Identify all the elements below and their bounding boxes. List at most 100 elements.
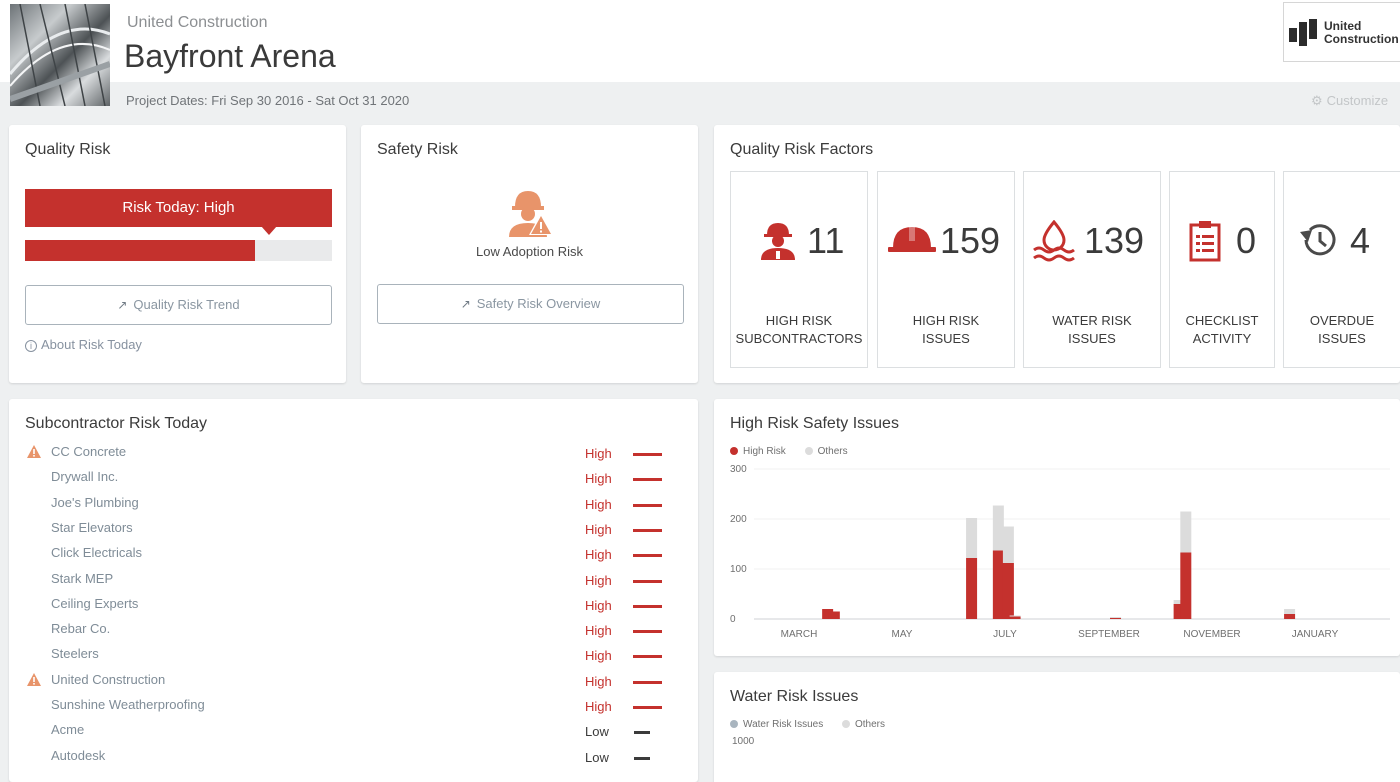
subcontractor-row[interactable]: Sunshine Weatherproofing High	[9, 697, 699, 722]
safety-risk-title: Safety Risk	[377, 141, 458, 158]
factor-value: 0	[1236, 220, 1257, 261]
bar-others[interactable]	[1173, 600, 1185, 604]
subcontractor-row[interactable]: Acme Low	[9, 722, 699, 747]
subcontractor-name: Acme	[51, 722, 85, 738]
subcontractor-name: Joe's Plumbing	[51, 494, 139, 510]
warning-icon	[27, 445, 41, 458]
quality-risk-factors-card: Quality Risk Factors 11 HIGH RISK SUBCON…	[714, 125, 1400, 383]
bar-high-risk[interactable]	[1180, 552, 1192, 620]
legend-dot	[730, 720, 738, 728]
legend-item-high-risk[interactable]: High Risk	[730, 446, 786, 457]
subcontractor-row[interactable]: Stark MEP High	[9, 571, 699, 596]
bar-high-risk[interactable]	[1009, 616, 1021, 620]
subcontractor-row[interactable]: Autodesk Low	[9, 748, 699, 773]
subcontractor-row[interactable]: Star Elevators High	[9, 520, 699, 545]
bar-high-risk[interactable]	[1173, 604, 1185, 619]
risk-level: High	[585, 623, 612, 639]
x-tick-label: MAY	[892, 629, 913, 640]
customize-button[interactable]: ⚙ Customize	[1307, 93, 1388, 109]
risk-level-indicator	[633, 680, 662, 684]
bar-high-risk[interactable]	[1284, 614, 1296, 619]
risk-level: High	[585, 547, 612, 563]
subcontractor-row[interactable]: Ceiling Experts High	[9, 596, 699, 621]
subcontractor-name: Click Electricals	[51, 545, 143, 561]
legend-item-water-risk[interactable]: Water Risk Issues	[730, 719, 823, 730]
bar-high-risk[interactable]	[828, 611, 840, 620]
risk-level-indicator	[633, 655, 662, 659]
bar-high-risk[interactable]	[1110, 618, 1122, 619]
subcontractor-row[interactable]: Joe's Plumbing High	[9, 495, 699, 520]
quality-risk-trend-button[interactable]: ↗ Quality Risk Trend	[25, 285, 332, 325]
subcontractor-row[interactable]: United Construction High	[9, 672, 699, 697]
factor-high-risk-subcontractors[interactable]: 11 HIGH RISK SUBCONTRACTORS	[730, 171, 868, 368]
risk-level: High	[585, 496, 612, 512]
legend-label: Others	[854, 719, 885, 730]
about-risk-today-label: About Risk Today	[41, 337, 142, 352]
subcontractor-name: Autodesk	[51, 747, 106, 763]
risk-level-indicator	[633, 453, 662, 456]
chart-legend: High Risk Others	[730, 446, 864, 457]
factor-label: WATER RISK ISSUES	[1052, 313, 1132, 346]
risk-level: High	[585, 521, 612, 537]
subcontractor-name: United Construction	[51, 671, 166, 687]
risk-level-indicator	[633, 579, 662, 583]
risk-level: High	[585, 597, 612, 613]
bar-others[interactable]	[1002, 526, 1014, 564]
risk-level-fill	[25, 240, 256, 261]
worker-icon	[761, 223, 795, 260]
bar-others[interactable]	[992, 505, 1004, 551]
factor-overdue-issues[interactable]: 4 OVERDUE ISSUES	[1283, 171, 1400, 368]
trend-icon: ↗	[460, 297, 471, 311]
factor-label: HIGH RISK ISSUES	[912, 313, 980, 346]
subcontractor-row[interactable]: Click Electricals High	[9, 545, 699, 570]
factor-checklist-activity[interactable]: 0 CHECKLIST ACTIVITY	[1169, 171, 1275, 368]
legend-item-others[interactable]: Others	[804, 446, 848, 457]
logo-text: United Construction	[1324, 19, 1399, 46]
y-tick-label: 300	[730, 464, 747, 475]
subcontractor-row[interactable]: Drywall Inc. High	[9, 469, 699, 494]
hardhat-icon	[888, 227, 936, 252]
legend-item-others[interactable]: Others	[841, 719, 885, 730]
subcontractor-risk-title: Subcontractor Risk Today	[25, 415, 208, 432]
subcontractor-name: CC Concrete	[51, 444, 127, 459]
bar-others[interactable]	[1180, 511, 1192, 553]
subcontractor-name: Drywall Inc.	[51, 469, 119, 485]
customize-label: Customize	[1326, 93, 1389, 108]
trend-icon: ↗	[117, 298, 128, 312]
gear-icon: ⚙	[1311, 93, 1323, 108]
risk-level: Low	[585, 749, 609, 765]
company-name: United Construction	[127, 14, 268, 31]
safety-risk-overview-button[interactable]: ↗ Safety Risk Overview	[377, 284, 684, 324]
subcontractor-name: Rebar Co.	[51, 621, 111, 637]
bar-others[interactable]	[1284, 609, 1296, 614]
bar-high-risk[interactable]	[822, 609, 834, 619]
quality-risk-card: Quality Risk Risk Today: High ↗ Quality R…	[9, 125, 346, 383]
subcontractor-name: Stark MEP	[51, 570, 114, 586]
risk-level: High	[585, 572, 612, 588]
factor-high-risk-issues[interactable]: 159 HIGH RISK ISSUES	[877, 171, 1015, 368]
risk-level-indicator	[633, 706, 662, 709]
bar-others[interactable]	[966, 518, 978, 558]
safety-risk-card: Safety Risk Low Adoption Risk ↗ Safety Ri…	[361, 125, 698, 383]
bar-others[interactable]	[1009, 615, 1021, 617]
bar-high-risk[interactable]	[1002, 563, 1014, 619]
factor-value: 4	[1350, 220, 1371, 261]
y-tick-label: 100	[730, 564, 747, 575]
subcontractor-row[interactable]: Steelers High	[9, 646, 699, 671]
bar-others[interactable]	[1110, 617, 1122, 618]
risk-level-indicator	[633, 630, 662, 634]
subcontractor-name: Sunshine Weatherproofing	[51, 697, 205, 712]
factor-water-risk-issues[interactable]: 139 WATER RISK ISSUES	[1023, 171, 1161, 368]
risk-level: High	[585, 446, 612, 461]
bar-high-risk[interactable]	[966, 558, 978, 619]
subcontractor-row[interactable]: Rebar Co. High	[9, 621, 699, 646]
quality-risk-factors-title: Quality Risk Factors	[730, 141, 874, 158]
subcontractor-row[interactable]: CC Concrete High	[9, 444, 699, 469]
x-tick-label: JULY	[993, 629, 1017, 640]
y-tick-label: 1000	[732, 736, 755, 747]
factor-label: OVERDUE ISSUES	[1309, 313, 1375, 346]
about-risk-today-link[interactable]: i About Risk Today	[25, 337, 142, 352]
bar-high-risk[interactable]	[992, 550, 1004, 620]
legend-label: High Risk	[743, 446, 786, 457]
quality-risk-trend-label: Quality Risk Trend	[133, 297, 240, 312]
